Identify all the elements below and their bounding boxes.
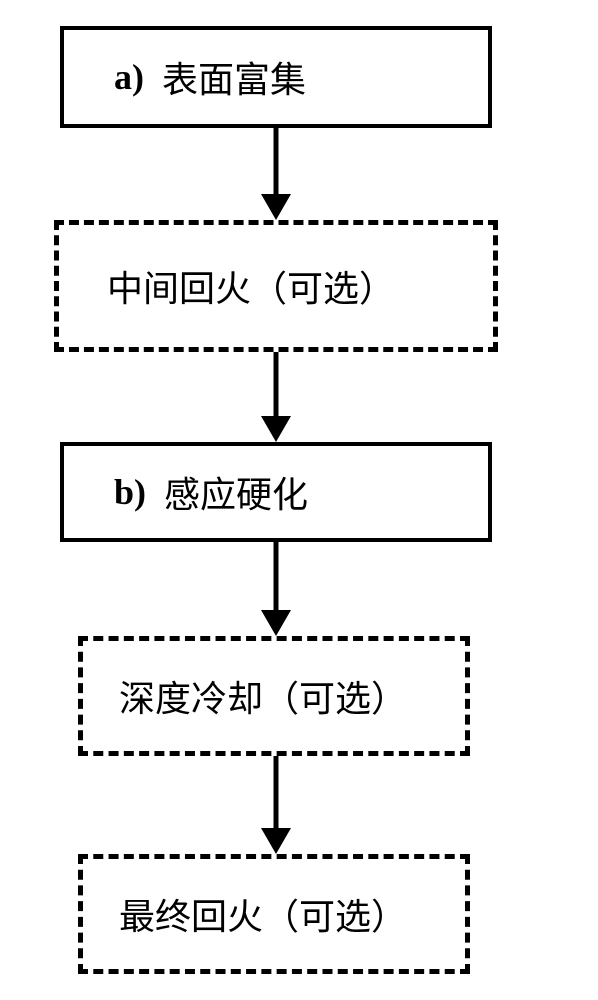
flow-node-n4: 深度冷却（可选） [78,636,470,756]
flow-node-prefix: b) [114,471,146,513]
flow-node-prefix: a) [114,56,144,98]
flow-node-n5: 最终回火（可选） [78,854,470,974]
flow-node-n2: 中间回火（可选） [54,220,498,352]
flow-node-label: 表面富集 [162,51,306,103]
flowchart-canvas: a) 表面富集中间回火（可选） b) 感应硬化深度冷却（可选） 最终回火（可选） [0,0,598,1000]
flow-node-label: 中间回火（可选） [107,260,395,312]
flow-arrow-n2-n3 [259,352,293,442]
flow-node-label: 最终回火（可选） [119,888,407,940]
flow-arrow-n4-n5 [259,756,293,854]
arrow-down-icon [259,542,293,636]
arrow-down-icon [259,756,293,854]
arrow-down-icon [259,128,293,220]
flow-node-n3: b) 感应硬化 [60,442,492,542]
flow-arrow-n3-n4 [259,542,293,636]
flow-node-label: 深度冷却（可选） [119,670,407,722]
arrow-down-icon [259,352,293,442]
flow-node-n1: a) 表面富集 [60,26,492,128]
flow-node-label: 感应硬化 [164,466,308,518]
flow-arrow-n1-n2 [259,128,293,220]
